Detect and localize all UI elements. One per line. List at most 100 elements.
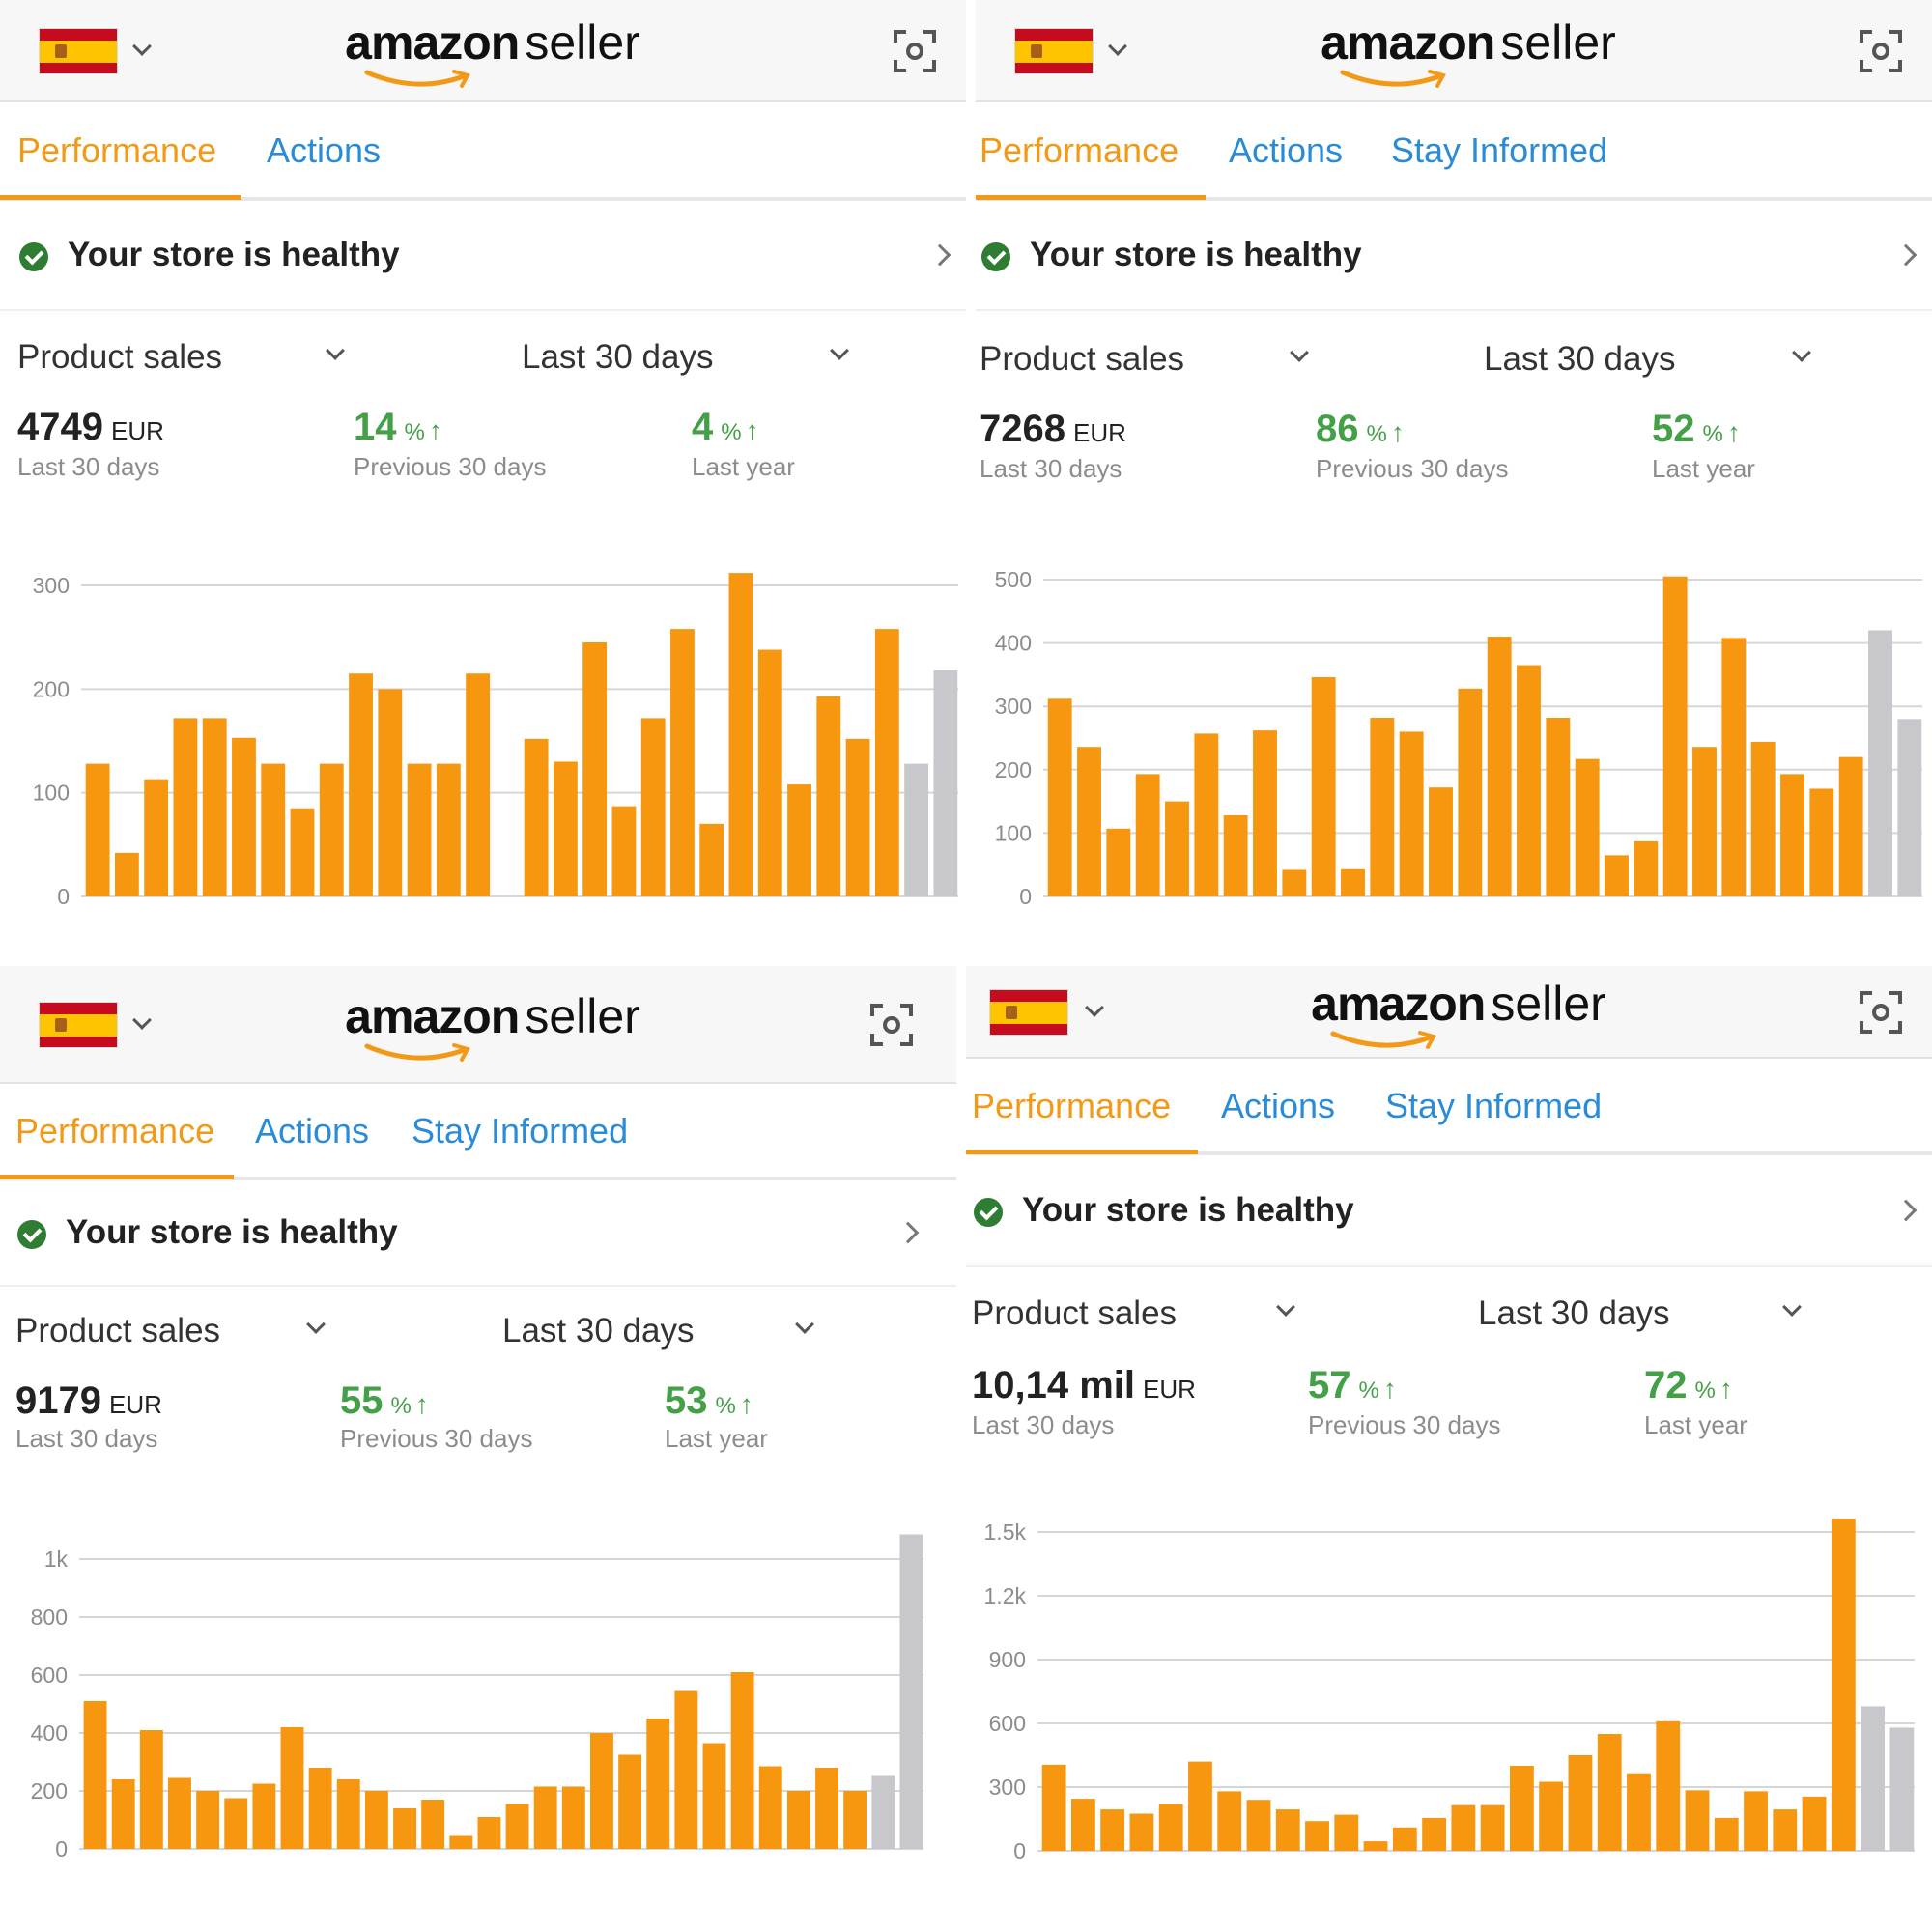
daily-sales-bar[interactable] [83,1701,107,1849]
daily-sales-bar[interactable] [1451,1804,1476,1851]
daily-sales-bar[interactable] [670,629,695,896]
daily-sales-bar[interactable] [1392,1827,1417,1851]
daily-sales-bar[interactable] [1334,1814,1359,1851]
daily-sales-bar[interactable] [436,763,461,896]
daily-sales-bar[interactable] [1188,1761,1212,1851]
daily-sales-bar[interactable] [1305,1821,1329,1851]
chevron-right-icon[interactable] [1894,243,1918,267]
daily-sales-bar[interactable] [1399,731,1424,896]
daily-sales-bar[interactable] [843,1791,867,1849]
daily-sales-bar[interactable] [758,1766,782,1850]
daily-sales-bar[interactable] [224,1798,248,1850]
tab-stay-informed[interactable]: Stay Informed [1391,130,1608,170]
spain-flag-icon[interactable] [39,28,118,74]
daily-sales-bar[interactable] [364,1791,388,1849]
daily-sales-bar[interactable] [196,1791,220,1849]
comparison-bar[interactable] [899,1534,923,1850]
period-selector-chevron-down-icon[interactable] [1792,343,1811,362]
daily-sales-bar[interactable] [1662,576,1688,896]
store-health-row[interactable]: Your store is healthy [0,1182,956,1287]
daily-sales-bar[interactable] [1100,1809,1125,1851]
daily-sales-bar[interactable] [1509,1766,1534,1851]
tab-actions[interactable]: Actions [267,130,382,170]
daily-sales-bar[interactable] [640,718,666,896]
daily-sales-bar[interactable] [815,1768,838,1849]
tab-stay-informed[interactable]: Stay Informed [412,1111,629,1151]
chevron-right-icon[interactable] [1894,1199,1918,1222]
scan-icon[interactable] [893,29,937,73]
daily-sales-bar[interactable] [1809,788,1834,896]
metric-selector[interactable]: Product sales [972,1294,1178,1332]
daily-sales-bar[interactable] [702,1743,726,1850]
daily-sales-bar[interactable] [449,1835,473,1850]
daily-sales-bar[interactable] [1838,756,1863,896]
metric-selector-chevron-down-icon[interactable] [1290,343,1309,362]
daily-sales-bar[interactable] [1539,1781,1564,1852]
daily-sales-bar[interactable] [1158,1804,1183,1851]
metric-selector[interactable]: Product sales [980,340,1185,378]
marketplace-chevron-down-icon[interactable] [1108,37,1127,56]
metric-selector-chevron-down-icon[interactable] [326,341,345,360]
daily-sales-bar[interactable] [730,1672,754,1849]
daily-sales-bar[interactable] [1370,718,1395,896]
daily-sales-bar[interactable] [816,696,841,896]
period-selector-chevron-down-icon[interactable] [795,1315,814,1334]
daily-sales-bar[interactable] [1341,868,1365,896]
store-health-row[interactable]: Your store is healthy [966,1157,1932,1267]
daily-sales-bar[interactable] [349,673,373,896]
scan-icon[interactable] [869,1003,914,1047]
period-selector[interactable]: Last 30 days [522,338,714,376]
daily-sales-bar[interactable] [1597,1734,1622,1851]
daily-sales-bar[interactable] [674,1690,698,1850]
daily-sales-bar[interactable] [561,1786,585,1850]
spain-flag-icon[interactable] [39,1002,118,1048]
period-selector-chevron-down-icon[interactable] [830,341,849,360]
comparison-bar[interactable] [933,670,958,896]
comparison-bar[interactable] [904,763,929,896]
daily-sales-bar[interactable] [1480,1804,1505,1851]
period-selector-chevron-down-icon[interactable] [1782,1297,1802,1317]
tab-stay-informed[interactable]: Stay Informed [1385,1086,1603,1125]
daily-sales-bar[interactable] [407,763,432,896]
daily-sales-bar[interactable] [1780,774,1804,896]
daily-sales-bar[interactable] [1223,815,1248,896]
daily-sales-bar[interactable] [421,1800,445,1849]
daily-sales-bar[interactable] [1282,869,1307,896]
daily-sales-bar[interactable] [618,1754,642,1850]
daily-sales-bar[interactable] [1458,688,1483,896]
tab-performance[interactable]: Performance [17,130,217,170]
daily-sales-bar[interactable] [1575,758,1600,896]
daily-sales-bar[interactable] [111,1779,135,1849]
daily-sales-bar[interactable] [1129,1813,1154,1852]
marketplace-chevron-down-icon[interactable] [132,1010,152,1030]
store-health-row[interactable]: Your store is healthy [0,203,966,311]
daily-sales-bar[interactable] [553,761,578,896]
daily-sales-bar[interactable] [1106,828,1131,896]
daily-sales-bar[interactable] [319,763,344,896]
daily-sales-bar[interactable] [1194,733,1219,896]
daily-sales-bar[interactable] [1165,801,1189,896]
daily-sales-bar[interactable] [757,649,782,896]
daily-sales-bar[interactable] [786,1791,810,1849]
daily-sales-bar[interactable] [114,852,139,896]
daily-sales-bar[interactable] [1517,665,1541,896]
daily-sales-bar[interactable] [1135,774,1160,896]
daily-sales-bar[interactable] [1714,1817,1739,1851]
daily-sales-bar[interactable] [290,808,315,896]
daily-sales-bar[interactable] [280,1727,304,1849]
daily-sales-bar[interactable] [393,1808,416,1849]
daily-sales-bar[interactable] [1831,1519,1856,1851]
daily-sales-bar[interactable] [874,629,899,896]
daily-sales-bar[interactable] [1692,747,1717,896]
chevron-right-icon[interactable] [896,1221,920,1244]
daily-sales-bar[interactable] [144,779,169,896]
marketplace-chevron-down-icon[interactable] [132,37,152,56]
daily-sales-bar[interactable] [466,673,491,896]
daily-sales-bar[interactable] [533,1786,557,1850]
period-selector[interactable]: Last 30 days [502,1312,695,1350]
daily-sales-bar[interactable] [1253,730,1277,896]
daily-sales-bar[interactable] [1656,1720,1681,1851]
daily-sales-bar[interactable] [1750,741,1776,896]
comparison-bar[interactable] [1889,1727,1915,1851]
daily-sales-bar[interactable] [1422,1817,1447,1851]
